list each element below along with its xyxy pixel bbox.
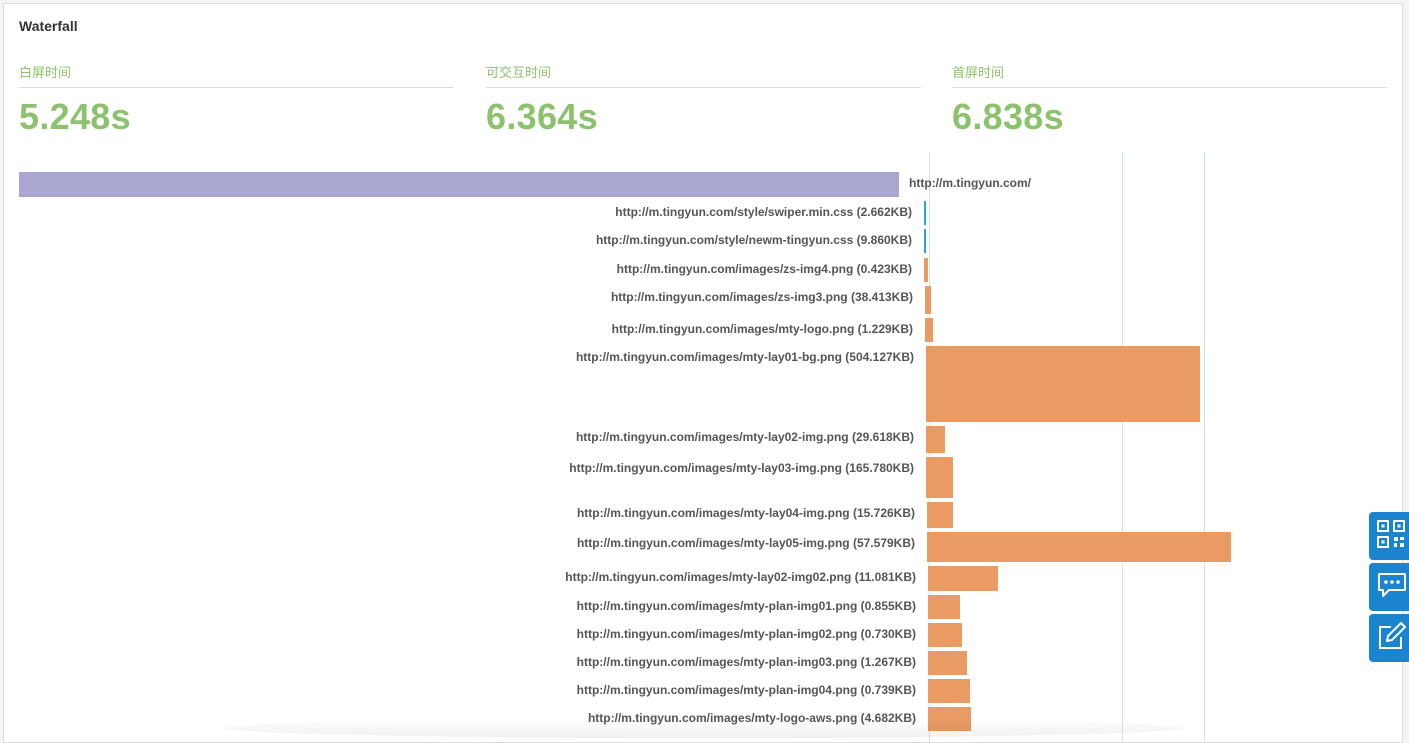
resource-label: http://m.tingyun.com/images/mty-lay01-bg… bbox=[575, 350, 914, 364]
feedback-chat-button[interactable] bbox=[1369, 563, 1409, 611]
metric-label: 可交互时间 bbox=[486, 62, 921, 88]
resource-label: http://m.tingyun.com/images/mty-plan-img… bbox=[576, 683, 916, 697]
resource-label: http://m.tingyun.com/images/mty-lay04-im… bbox=[576, 506, 915, 520]
first-screen-marker bbox=[1204, 152, 1205, 742]
resource-bar bbox=[925, 318, 933, 342]
qrcode-icon bbox=[1377, 519, 1405, 553]
resource-label: http://m.tingyun.com/images/mty-plan-img… bbox=[576, 655, 916, 669]
resource-bar bbox=[926, 346, 1200, 422]
resource-label: http://m.tingyun.com/images/mty-lay02-im… bbox=[565, 570, 916, 584]
edit-button[interactable] bbox=[1369, 614, 1409, 662]
resource-bar bbox=[924, 201, 926, 225]
bottom-shadow bbox=[224, 718, 1184, 738]
metric-value: 6.838s bbox=[952, 96, 1064, 137]
edit-icon bbox=[1377, 621, 1407, 655]
resource-label: http://m.tingyun.com/images/zs-img3.png … bbox=[610, 290, 913, 304]
metric-value: 5.248s bbox=[19, 96, 131, 137]
metric-interactive: 可交互时间 6.364s bbox=[486, 62, 921, 138]
resource-bar bbox=[928, 623, 962, 647]
waterfall-panel: Waterfall 白屏时间 5.248s 可交互时间 6.364s 首屏时间 … bbox=[3, 3, 1403, 743]
resource-label: http://m.tingyun.com/images/mty-plan-img… bbox=[576, 599, 916, 613]
resource-bar bbox=[924, 229, 926, 253]
resource-bar bbox=[928, 595, 960, 619]
resource-label: http://m.tingyun.com/ bbox=[909, 176, 1031, 190]
resource-bar bbox=[928, 651, 967, 675]
resource-label: http://m.tingyun.com/images/mty-lay03-im… bbox=[569, 461, 914, 475]
resource-label: http://m.tingyun.com/style/swiper.min.cs… bbox=[615, 205, 912, 219]
metric-label: 白屏时间 bbox=[19, 62, 454, 88]
metric-white-screen: 白屏时间 5.248s bbox=[19, 62, 454, 138]
resource-bar bbox=[927, 532, 1231, 562]
resource-bar bbox=[926, 457, 953, 498]
interactive-marker bbox=[1122, 152, 1123, 742]
resource-label: http://m.tingyun.com/images/mty-lay05-im… bbox=[576, 536, 915, 550]
resource-bar bbox=[924, 258, 928, 282]
resource-bar bbox=[925, 286, 931, 314]
resource-label: http://m.tingyun.com/images/mty-lay02-im… bbox=[575, 430, 914, 444]
panel-title: Waterfall bbox=[19, 18, 78, 34]
resource-bar bbox=[928, 679, 970, 703]
resource-label: http://m.tingyun.com/images/zs-img4.png … bbox=[616, 262, 912, 276]
chat-icon bbox=[1377, 571, 1407, 604]
resource-label: http://m.tingyun.com/images/mty-logo.png… bbox=[611, 322, 913, 336]
resource-label: http://m.tingyun.com/style/newm-tingyun.… bbox=[595, 233, 912, 247]
resource-label: http://m.tingyun.com/images/mty-plan-img… bbox=[576, 627, 916, 641]
resource-bar bbox=[928, 566, 998, 591]
qrcode-button[interactable] bbox=[1369, 512, 1409, 560]
metric-first-screen: 首屏时间 6.838s bbox=[952, 62, 1387, 138]
resource-bar bbox=[926, 426, 945, 453]
resource-bar bbox=[927, 502, 953, 528]
metric-value: 6.364s bbox=[486, 96, 598, 137]
resource-bar bbox=[928, 707, 971, 731]
resource-bar bbox=[19, 172, 899, 197]
resource-label: http://m.tingyun.com/images/mty-logo-aws… bbox=[588, 711, 916, 725]
metric-label: 首屏时间 bbox=[952, 62, 1387, 88]
